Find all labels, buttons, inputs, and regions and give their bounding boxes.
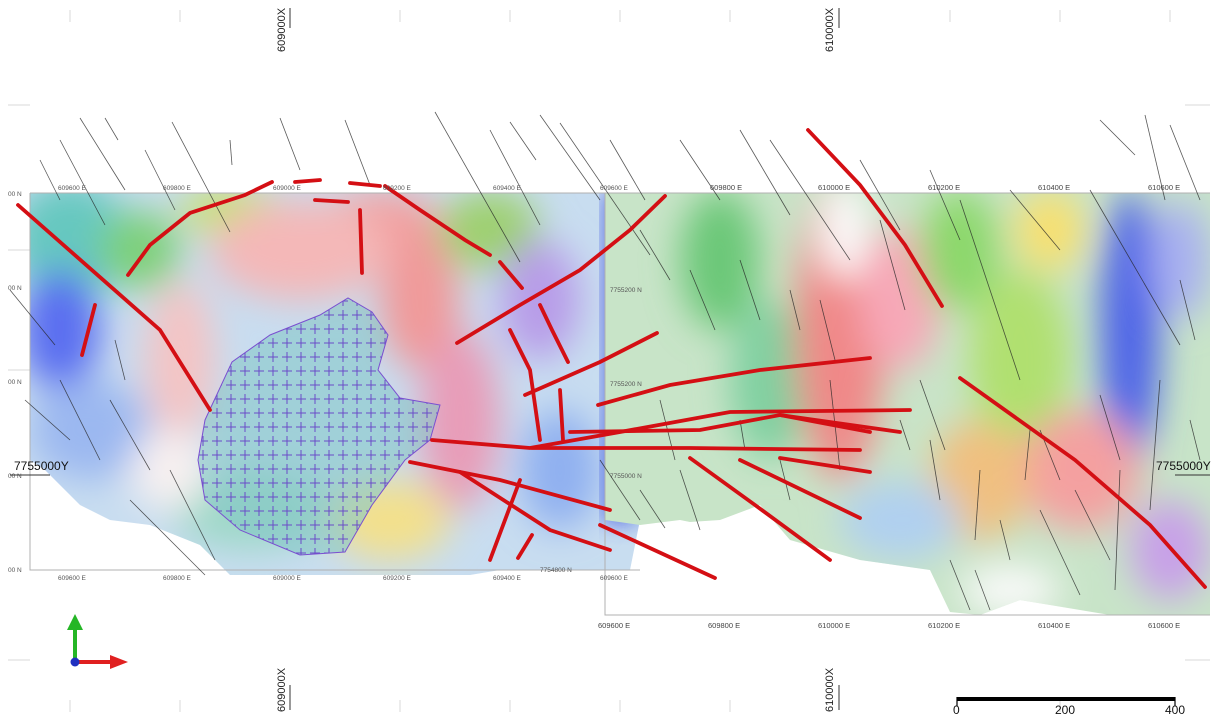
easting-label: 610600 E [1148, 621, 1180, 630]
grid-frames [29, 192, 1210, 616]
fault-line [778, 456, 872, 474]
fault-line [778, 413, 902, 434]
northing-label: 00 N [8, 473, 22, 480]
fault-line [358, 208, 364, 275]
fault-lines [16, 128, 1207, 589]
easting-label: 609400 E [493, 185, 521, 192]
fault-line [458, 470, 612, 552]
top-x-label: 609000X [276, 7, 288, 52]
easting-label: 610400 E [1038, 183, 1070, 192]
fault-line [313, 198, 350, 204]
fault-line [126, 180, 274, 277]
bottom-x-label: 610000X [824, 667, 836, 712]
left-y-label: 7755000Y [14, 459, 69, 473]
bottom-x-label: 609000X [276, 667, 288, 712]
northing-label: 7755000 N [610, 473, 642, 480]
easting-label: 609000 E [273, 185, 301, 192]
easting-label: 610600 E [1148, 183, 1180, 192]
lineaments [9, 111, 1201, 611]
fault-line [516, 533, 534, 560]
easting-label: 610400 E [1038, 621, 1070, 630]
northing-label: 7754800 N [540, 567, 572, 574]
easting-label: 609800 E [710, 183, 742, 192]
easting-label: 609600 E [58, 185, 86, 192]
easting-label: 609800 E [708, 621, 740, 630]
easting-label: 609600 E [600, 185, 628, 192]
fault-line [488, 478, 522, 562]
x-axis-labels: 609000X 610000X 609000X 610000X [276, 7, 836, 712]
easting-label: 609800 E [163, 185, 191, 192]
easting-label: 609600 E [58, 575, 86, 582]
fault-line [383, 184, 492, 257]
fault-line [596, 356, 872, 407]
easting-label: 610200 E [928, 621, 960, 630]
fault-line [738, 458, 862, 520]
axis-triad-icon [67, 614, 128, 669]
top-x-label: 610000X [824, 7, 836, 52]
fault-line [598, 523, 717, 580]
fault-line [806, 128, 944, 308]
northing-label: 00 N [8, 285, 22, 292]
fault-line [508, 328, 542, 442]
left-grid-labels: 609600 E 609800 E 609000 E 609200 E 6094… [8, 185, 642, 582]
easting-label: 610000 E [818, 183, 850, 192]
fault-line [958, 376, 1207, 589]
fault-line [408, 460, 612, 512]
easting-label: 609000 E [273, 575, 301, 582]
fault-line [348, 181, 382, 188]
y-axis-labels: 7755000Y 7755000Y [10, 459, 1211, 476]
easting-label: 609200 E [383, 185, 411, 192]
northing-label: 00 N [8, 567, 22, 574]
fault-line [16, 203, 212, 412]
easting-label: 609800 E [163, 575, 191, 582]
easting-label: 609200 E [383, 575, 411, 582]
fault-line [568, 413, 872, 434]
scale-label-400: 400 [1165, 703, 1185, 717]
easting-label: 609600 E [600, 575, 628, 582]
fault-line [538, 303, 570, 364]
right-grid-labels: 609800 E 610000 E 610200 E 610400 E 6106… [598, 183, 1180, 630]
fault-line [455, 194, 667, 345]
scale-bar: 0 200 400 [953, 697, 1185, 717]
northing-label: 00 N [8, 191, 22, 198]
easting-label: 610200 E [928, 183, 960, 192]
northing-label: 7755200 N [610, 381, 642, 388]
right-survey-raster [605, 193, 1210, 615]
fault-line [688, 456, 832, 562]
fault-line [498, 260, 524, 290]
fault-line [293, 178, 322, 184]
fault-line [523, 331, 659, 397]
northing-label: 00 N [8, 379, 22, 386]
northing-label: 7755200 N [610, 287, 642, 294]
fault-line [80, 303, 97, 357]
easting-label: 609400 E [493, 575, 521, 582]
fault-line [530, 446, 862, 452]
intrusion-polygon [197, 297, 441, 556]
scale-label-0: 0 [953, 703, 960, 717]
scale-label-200: 200 [1055, 703, 1075, 717]
right-y-label: 7755000Y [1156, 459, 1211, 473]
fault-line [558, 388, 565, 442]
easting-label: 609600 E [598, 621, 630, 630]
easting-label: 610000 E [818, 621, 850, 630]
